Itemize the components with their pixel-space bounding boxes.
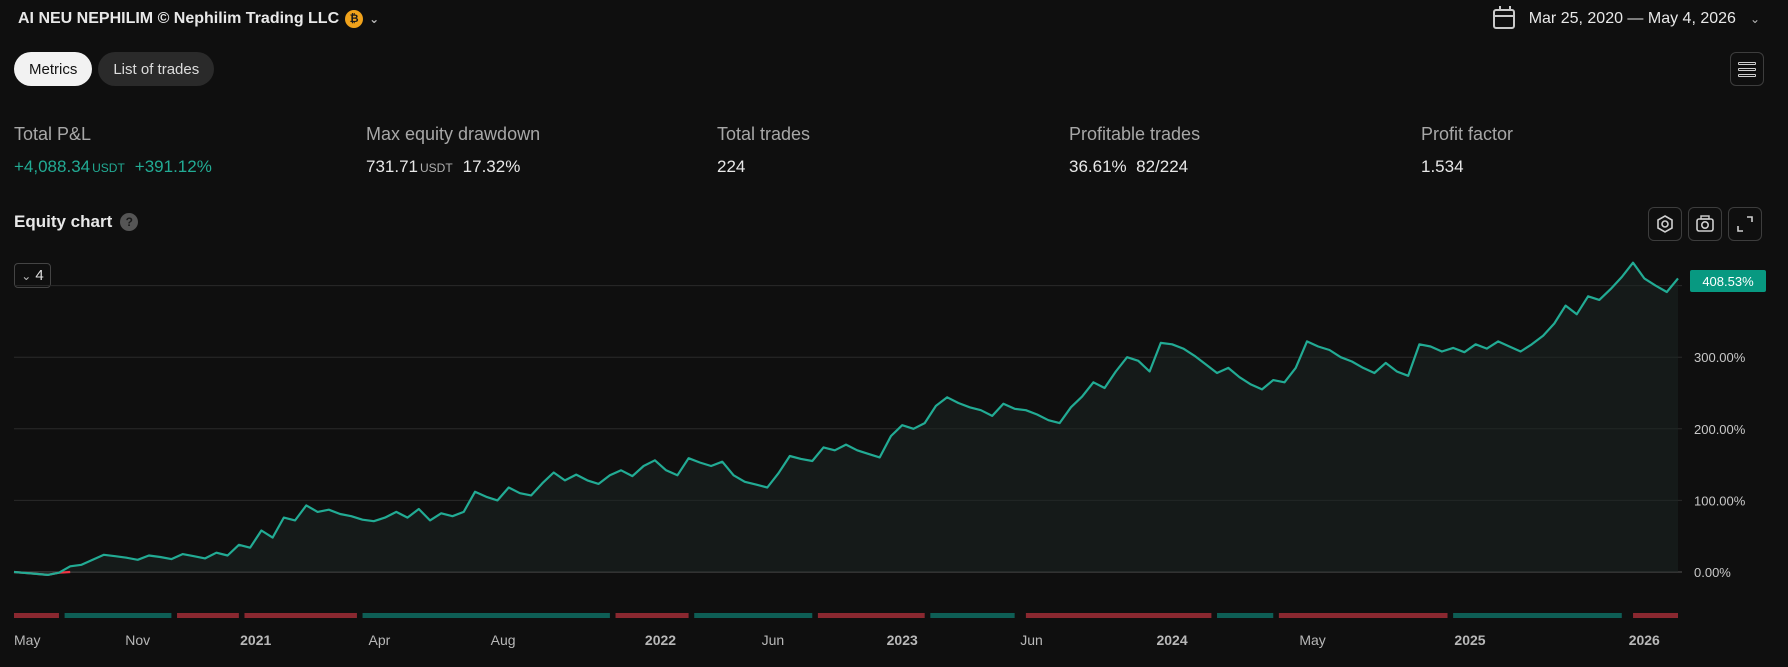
x-tick-label: 2022 — [645, 632, 676, 648]
camera-icon — [1696, 215, 1714, 232]
x-tick-label: Jun — [762, 632, 785, 648]
x-tick-label: 2021 — [240, 632, 271, 648]
fullscreen-button[interactable] — [1728, 207, 1762, 241]
metric-total-trades: Total trades 224 — [717, 124, 810, 177]
y-tick-label: 100.00% — [1694, 493, 1746, 508]
date-range-text: Mar 25, 2020 — May 4, 2026 — [1528, 10, 1736, 27]
strategy-title[interactable]: AI NEU NEPHILIM © Nephilim Trading LLC ₿… — [18, 10, 379, 28]
metric-label: Max equity drawdown — [366, 124, 541, 144]
strategy-title-text: AI NEU NEPHILIM © Nephilim Trading LLC — [18, 10, 340, 27]
x-tick-label: 2026 — [1629, 632, 1660, 648]
tab-list-of-trades[interactable]: List of trades — [98, 52, 215, 86]
y-tick-label: 200.00% — [1694, 422, 1746, 437]
trade-bar — [615, 613, 689, 618]
trade-bar — [177, 613, 239, 618]
equity-line — [13, 261, 1679, 576]
x-tick-label: May — [1299, 632, 1325, 648]
metric-label: Profit factor — [1421, 124, 1514, 144]
metric-label: Total P&L — [14, 124, 92, 144]
collapsed-series-toggle[interactable]: ⌄ 4 — [14, 263, 51, 288]
x-tick-label: Nov — [125, 632, 150, 648]
trade-bar — [64, 613, 172, 618]
last-value-label: 408.53% — [1690, 270, 1766, 292]
x-tick-label: 2025 — [1454, 632, 1485, 648]
profitable-percent: 36.61% — [1069, 157, 1127, 176]
date-range-selector[interactable]: Mar 25, 2020 — May 4, 2026 ⌄ — [1492, 6, 1760, 29]
x-tick-label: Aug — [491, 632, 516, 648]
trade-bar — [362, 613, 610, 618]
profit-factor-value: 1.534 — [1421, 157, 1464, 176]
x-axis: May Nov 2021 Apr Aug 2022 Jun 2023 Jun 2024 May 202… — [14, 632, 1660, 648]
profitable-ratio: 82/224 — [1136, 157, 1189, 176]
menu-icon — [1738, 67, 1756, 71]
currency-unit: USDT — [420, 161, 453, 175]
x-tick-label: 2024 — [1156, 632, 1187, 648]
y-tick-label: 0.00% — [1694, 565, 1731, 580]
tab-metrics[interactable]: Metrics — [14, 52, 93, 86]
equity-chart[interactable]: May Nov 2021 Apr Aug 2022 Jun 2023 Jun 2024 May 202… — [0, 250, 1788, 667]
trade-bar — [14, 613, 59, 618]
chevron-down-icon: ⌄ — [1749, 12, 1760, 26]
coin-icon: ₿ — [345, 10, 364, 28]
metric-value: 731.71 USDT 17.32% — [366, 157, 540, 177]
expand-icon — [1737, 216, 1753, 232]
trade-bar — [1217, 613, 1274, 618]
chevron-down-icon: ⌄ — [21, 268, 32, 283]
metric-profit-factor: Profit factor 1.534 — [1421, 124, 1513, 177]
trade-bar — [817, 613, 925, 618]
y-axis: 0.00% 100.00% 200.00% 300.00% — [1694, 350, 1746, 580]
x-tick-label: May — [14, 632, 40, 648]
trade-bar — [1025, 613, 1212, 618]
trade-bar — [1278, 613, 1448, 618]
y-tick-label: 300.00% — [1694, 350, 1746, 365]
total-trades-value: 224 — [717, 157, 746, 176]
calendar-icon — [1492, 6, 1515, 29]
currency-unit: USDT — [92, 161, 125, 175]
metric-label: Total trades — [717, 124, 811, 144]
settings-icon — [1657, 215, 1673, 233]
trade-bar — [244, 613, 357, 618]
drawdown-value: 731.71 — [366, 157, 418, 176]
trade-bars — [14, 613, 1678, 618]
trade-bar — [1453, 613, 1622, 618]
metric-profitable-trades: Profitable trades 36.61% 82/224 — [1069, 124, 1200, 177]
drawdown-percent: 17.32% — [462, 157, 521, 176]
snapshot-button[interactable] — [1688, 207, 1722, 241]
metric-value: 36.61% 82/224 — [1069, 157, 1200, 177]
trade-bar — [930, 613, 1015, 618]
equity-chart-title: Equity chart ? — [14, 212, 139, 232]
total-pnl-value: +4,088.34 — [14, 157, 91, 176]
x-tick-label: 2023 — [887, 632, 918, 648]
chart-settings-button[interactable] — [1648, 207, 1682, 241]
metric-label: Profitable trades — [1069, 124, 1201, 144]
chevron-down-icon[interactable]: ⌄ — [369, 12, 380, 26]
x-tick-label: Jun — [1020, 632, 1043, 648]
collapsed-count: 4 — [35, 267, 44, 284]
x-tick-label: Apr — [369, 632, 391, 648]
trade-bar — [1633, 613, 1678, 618]
metric-value: +4,088.34 USDT +391.12% — [14, 157, 212, 177]
trade-bar — [694, 613, 813, 618]
metric-max-drawdown: Max equity drawdown 731.71 USDT 17.32% — [366, 124, 540, 177]
total-pnl-percent: +391.12% — [134, 157, 212, 176]
menu-icon — [1738, 61, 1756, 65]
menu-icon — [1738, 73, 1756, 77]
metric-total-pnl: Total P&L +4,088.34 USDT +391.12% — [14, 124, 212, 177]
layout-menu-button[interactable] — [1730, 52, 1764, 86]
equity-area — [14, 262, 1678, 575]
equity-chart-title-text: Equity chart — [14, 212, 113, 231]
help-icon[interactable]: ? — [120, 213, 139, 231]
view-tabs: Metrics List of trades — [14, 52, 215, 86]
